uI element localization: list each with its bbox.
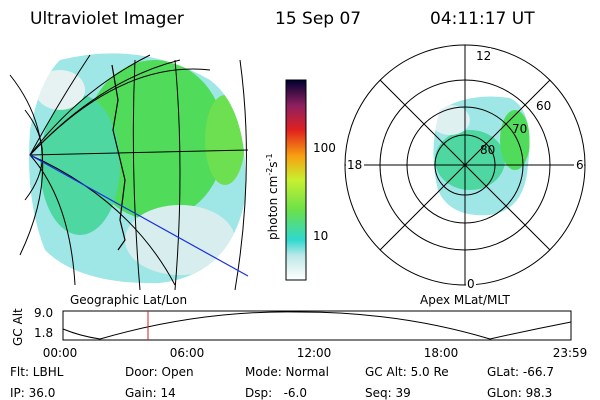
time-tick: 12:00 <box>297 346 332 360</box>
time-tick: 18:00 <box>424 346 459 360</box>
colorbar-label: photon cm-2s-1 <box>265 153 280 240</box>
lat-label: 70 <box>512 122 527 136</box>
panel-title: Geographic Lat/Lon <box>70 293 187 307</box>
altitude-tick: 1.8 <box>34 326 53 340</box>
altitude-tick: 9.0 <box>34 306 53 320</box>
time-tick: 06:00 <box>170 346 205 360</box>
footer-field: Seq: 39 <box>365 386 411 400</box>
footer-field: GLon: 98.3 <box>487 386 552 400</box>
altitude-label: GC Alt <box>11 308 25 346</box>
footer-field: Dsp: -6.0 <box>245 386 307 400</box>
footer-field: Mode: Normal <box>245 365 329 379</box>
lat-label: 60 <box>536 99 551 113</box>
mlt-label: 0 <box>467 277 475 291</box>
time-tick: 00:00 <box>43 346 78 360</box>
colorbar <box>285 79 307 281</box>
time: 04:11:17 UT <box>430 9 535 29</box>
date: 15 Sep 07 <box>275 9 361 29</box>
footer-field: Door: Open <box>125 365 194 379</box>
footer: Flt: LBHL Door: Open Mode: Normal GC Alt: 5… <box>10 365 554 400</box>
polar-grid <box>344 44 586 286</box>
title: Ultraviolet Imager <box>30 9 184 29</box>
mlt-label: 12 <box>476 49 491 63</box>
track-line <box>29 154 249 277</box>
colorbar-tick: 100 <box>313 141 336 155</box>
colorbar-tick: 10 <box>313 229 328 243</box>
footer-field: Gain: 14 <box>125 386 176 400</box>
map-grid <box>9 54 249 291</box>
footer-field: Flt: LBHL <box>10 365 64 379</box>
footer-field: GC Alt: 5.0 Re <box>365 365 449 379</box>
time-tick: 23:59 <box>553 346 588 360</box>
altitude-curve <box>62 311 572 340</box>
mlt-label: 18 <box>347 158 362 172</box>
panel-title: Apex MLat/MLT <box>420 293 510 307</box>
mlt-label: 6 <box>576 158 584 172</box>
lat-label: 80 <box>480 143 495 157</box>
geographic-image <box>29 53 246 284</box>
altitude-panel <box>62 310 572 341</box>
footer-field: IP: 36.0 <box>10 386 55 400</box>
footer-field: GLat: -66.7 <box>487 365 554 379</box>
